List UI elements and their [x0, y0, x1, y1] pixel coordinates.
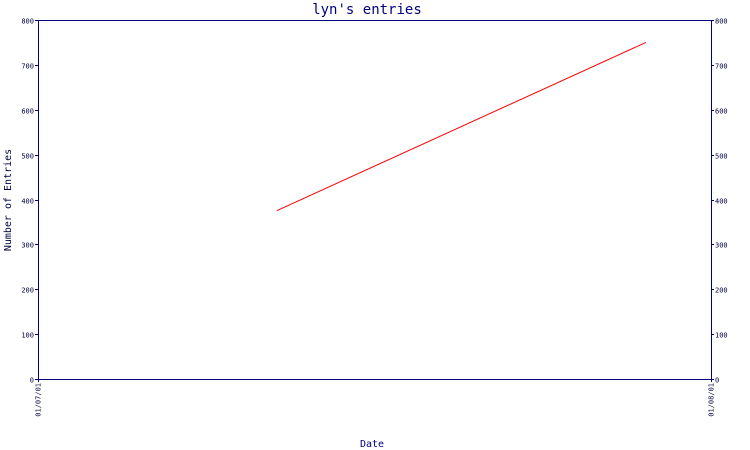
- y-tick-label-right: 400: [715, 198, 728, 206]
- y-axis-left: 0 100 200 300 400 500 600 700 800: [21, 18, 38, 385]
- y-tick-label-left: 0: [30, 377, 34, 385]
- plot-frame: [38, 20, 712, 380]
- y-tick-label-left: 300: [21, 242, 34, 250]
- x-axis: 01/07/01 01/08/01: [35, 379, 716, 417]
- y-tick-label-right: 0: [715, 377, 719, 385]
- y-axis-right: 0 100 200 300 400 500 600 700 800: [711, 18, 728, 385]
- chart-title: lyn's entries: [312, 2, 422, 18]
- series-group: [276, 41, 647, 212]
- y-tick-label-left: 700: [21, 63, 34, 71]
- y-tick-label-left: 200: [21, 287, 34, 295]
- y-tick-label-right: 800: [715, 18, 728, 26]
- series-line: [276, 41, 647, 212]
- y-tick-label-right: 100: [715, 332, 728, 340]
- y-tick-label-left: 100: [21, 332, 34, 340]
- y-tick-label-left: 500: [21, 153, 34, 161]
- y-tick-label-left: 800: [21, 18, 34, 26]
- x-tick-label: 01/07/01: [35, 383, 43, 417]
- y-tick-label-right: 300: [715, 242, 728, 250]
- y-tick-label-left: 400: [21, 198, 34, 206]
- y-axis-label: Number of Entries: [3, 149, 14, 251]
- y-tick-label-right: 500: [715, 153, 728, 161]
- y-tick-label-left: 600: [21, 108, 34, 116]
- y-tick-label-right: 600: [715, 108, 728, 116]
- x-tick-label: 01/08/01: [708, 383, 716, 417]
- y-tick-label-right: 200: [715, 287, 728, 295]
- x-axis-label: Date: [360, 439, 384, 450]
- y-tick-label-right: 700: [715, 63, 728, 71]
